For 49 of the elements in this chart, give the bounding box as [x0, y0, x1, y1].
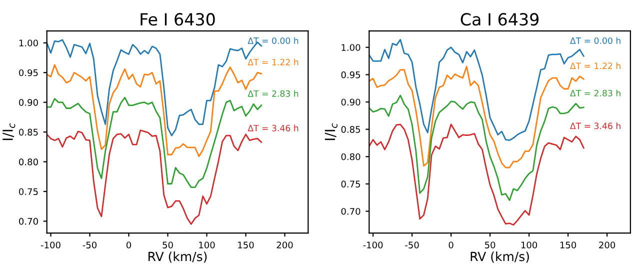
- series-label: ΔT = 1.22 h: [570, 62, 620, 69]
- series-label: ΔT = 3.46 h: [570, 122, 620, 130]
- x-tick-label: 200: [276, 242, 293, 248]
- y-axis-title: I/I$_{c}$: [324, 123, 338, 140]
- line-series: [369, 124, 584, 226]
- x-tick-label: 0: [126, 242, 132, 248]
- y-tick-label: 0.80: [19, 158, 38, 166]
- x-tick-label: 150: [238, 242, 254, 248]
- x-tick-label: 0: [448, 242, 454, 248]
- y-tick-label: 0.95: [19, 69, 38, 76]
- y-tick-label: 0.85: [19, 128, 38, 136]
- x-tick-label: 50: [162, 242, 173, 248]
- x-tick-label: -50: [82, 242, 97, 248]
- x-tick-label: -100: [40, 242, 60, 248]
- y-tick-label: 0.95: [341, 71, 360, 78]
- y-tick-label: 0.90: [341, 98, 360, 106]
- y-tick-label: 0.70: [341, 208, 360, 215]
- x-tick-label: 50: [485, 242, 496, 248]
- x-axis-title: RV (km/s): [148, 252, 207, 263]
- line-series: [46, 130, 262, 225]
- y-tick-label: 0.85: [341, 126, 360, 133]
- series-label: ΔT = 0.00 h: [570, 37, 620, 44]
- line-series: [369, 39, 584, 141]
- y-tick-label: 1.00: [342, 44, 360, 51]
- chart-title: Ca I 6439: [460, 13, 539, 26]
- y-tick-label: 0.80: [341, 153, 360, 160]
- series-label: ΔT = 0.00 h: [248, 37, 298, 44]
- y-tick-label: 0.75: [341, 180, 360, 188]
- line-series: [46, 96, 262, 188]
- x-axis-title: RV (km/s): [470, 252, 529, 263]
- x-tick-label: 100: [521, 242, 538, 248]
- series-label: ΔT = 2.83 h: [570, 90, 620, 96]
- x-tick-label: -50: [405, 242, 419, 248]
- line-series: [46, 64, 262, 158]
- y-tick-label: 0.70: [19, 218, 38, 225]
- x-tick-label: 200: [599, 242, 616, 248]
- x-tick-label: 150: [560, 242, 576, 248]
- y-tick-label: 1.00: [19, 40, 38, 46]
- y-tick-label: 0.90: [19, 99, 38, 106]
- x-tick-label: 100: [199, 242, 215, 248]
- line-series: [46, 39, 262, 136]
- line-series: [369, 94, 584, 202]
- x-tick-label: -100: [363, 242, 383, 248]
- series-label: ΔT = 3.46 h: [248, 124, 298, 132]
- y-tick-label: 0.75: [19, 188, 38, 196]
- series-label: ΔT = 2.83 h: [248, 90, 298, 97]
- y-axis-title: I/I$_{c}$: [2, 123, 16, 140]
- chart-title: Fe I 6430: [140, 13, 215, 26]
- series-label: ΔT = 1.22 h: [248, 58, 298, 66]
